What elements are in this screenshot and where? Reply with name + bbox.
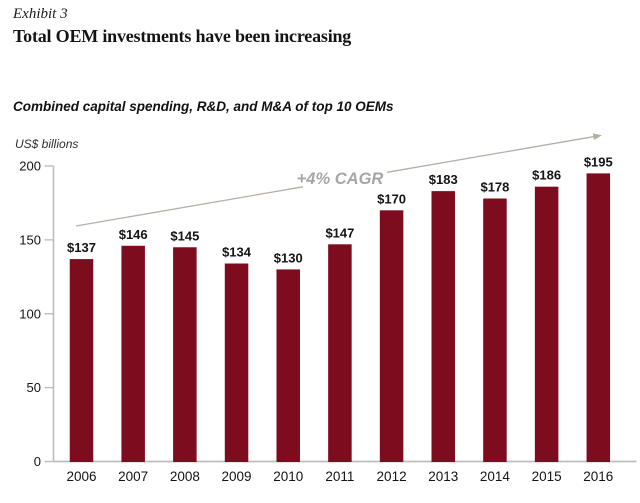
- y-tick-label: 0: [34, 454, 41, 469]
- trend-arrowhead-icon: [592, 133, 602, 141]
- bar-value-label: $183: [429, 172, 458, 187]
- x-tick-label: 2008: [170, 469, 200, 484]
- bar-2007: [121, 245, 145, 462]
- bar-value-label: $170: [377, 191, 406, 206]
- page-title: Total OEM investments have been increasi…: [13, 26, 352, 46]
- bar-value-label: $137: [67, 240, 96, 255]
- x-tick-label: 2011: [325, 469, 354, 484]
- bar-value-label: $145: [170, 228, 199, 243]
- x-tick-label: 2009: [222, 469, 252, 484]
- bar-2013: [431, 191, 456, 462]
- y-axis-unit-label: US$ billions: [15, 137, 79, 151]
- x-tick-label: 2013: [428, 469, 458, 484]
- y-tick-label: 100: [19, 306, 41, 321]
- bar-2011: [328, 244, 352, 462]
- exhibit-label: Exhibit 3: [13, 6, 68, 22]
- bar-2014: [483, 198, 507, 462]
- bar-value-label: $195: [584, 154, 613, 169]
- x-tick-label: 2016: [583, 469, 613, 484]
- y-tick-label: 200: [19, 159, 41, 174]
- bar-value-label: $134: [222, 245, 252, 260]
- bar-2006: [69, 259, 94, 462]
- bar-value-label: $146: [119, 227, 148, 242]
- bar-2016: [586, 173, 611, 462]
- x-tick-label: 2014: [480, 469, 511, 484]
- bar-2008: [173, 247, 197, 462]
- x-tick-label: 2010: [273, 469, 303, 484]
- bar-value-label: $130: [274, 250, 303, 265]
- bar-2012: [379, 210, 404, 462]
- trend-arrow-segment: [75, 186, 304, 227]
- bar-value-label: $186: [532, 168, 561, 183]
- bar-2010: [276, 269, 300, 462]
- bar-value-label: $178: [480, 180, 509, 195]
- x-tick-label: 2006: [66, 469, 96, 484]
- x-tick-label: 2015: [532, 469, 562, 484]
- y-tick-label: 150: [19, 232, 41, 247]
- bar-2009: [224, 263, 249, 462]
- y-tick-label: 50: [27, 380, 41, 395]
- cagr-annotation: +4% CAGR: [297, 170, 384, 188]
- bar-value-label: $147: [325, 225, 354, 240]
- trend-arrow-segment: [386, 136, 594, 173]
- x-tick-label: 2007: [118, 469, 148, 484]
- chart-subtitle: Combined capital spending, R&D, and M&A …: [13, 99, 394, 114]
- bar-2015: [534, 186, 559, 462]
- x-tick-label: 2012: [377, 469, 407, 484]
